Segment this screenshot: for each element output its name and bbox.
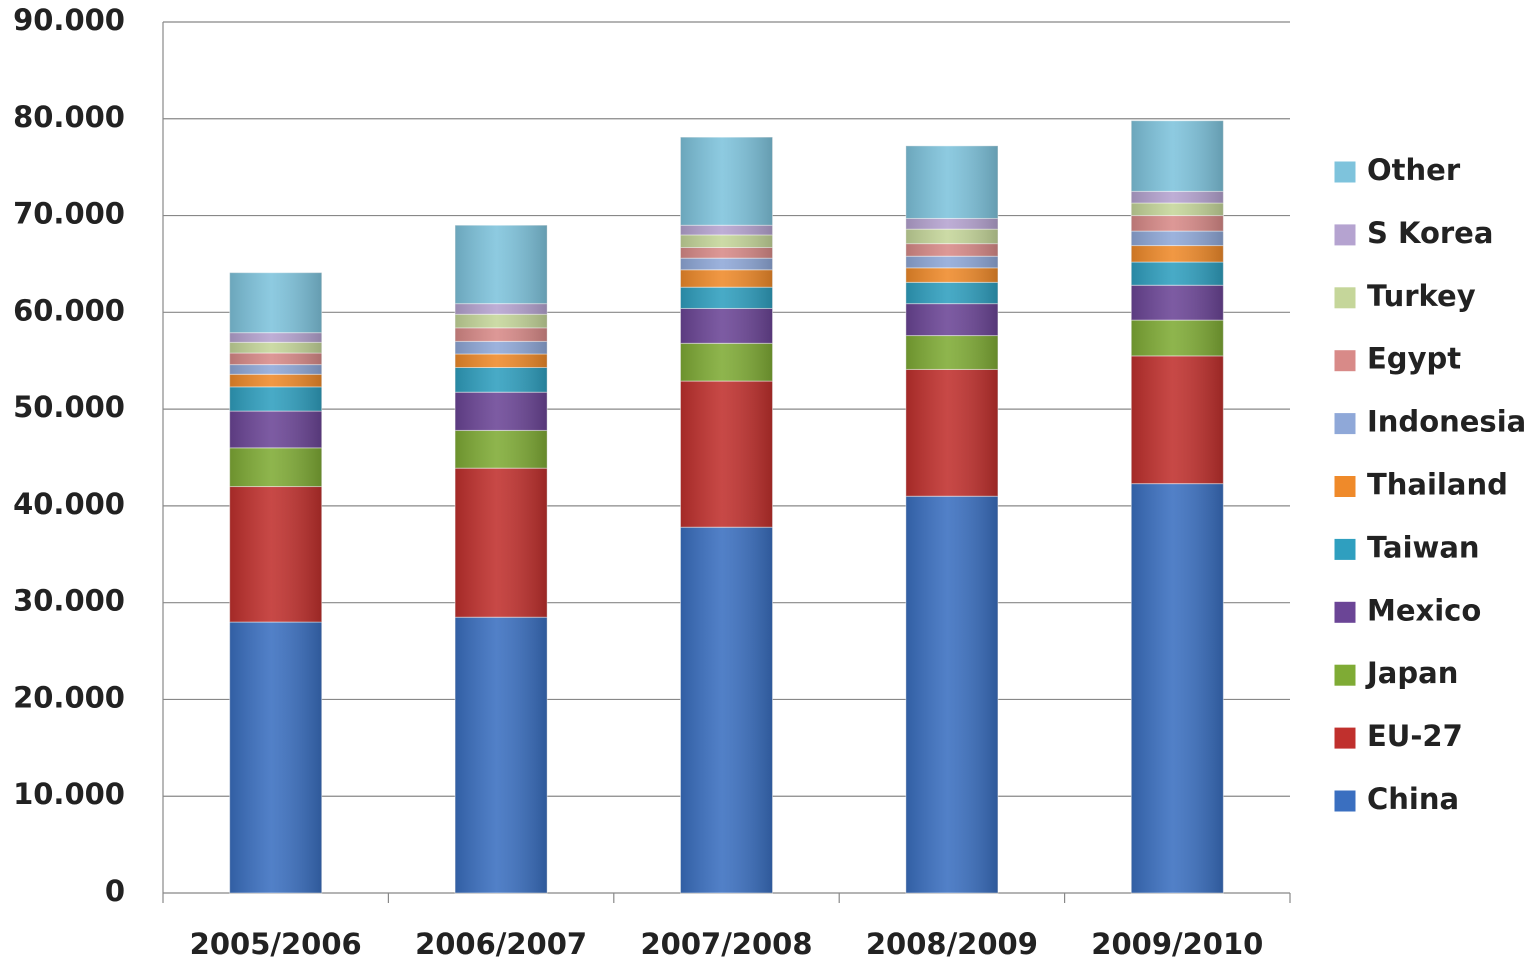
y-tick-label: 50.000 [13,390,125,424]
bar-segment [905,335,999,370]
y-tick-label: 30.000 [13,584,125,618]
legend-swatch [1333,663,1357,687]
bar-segment [229,352,323,366]
bar-segment [454,224,548,305]
legend-label: China [1367,782,1459,816]
legend-label: Taiwan [1367,530,1480,564]
bar-segment [680,307,773,344]
legend-swatch [1333,412,1357,436]
bar-segment [454,340,548,355]
legend-swatch [1333,537,1357,561]
legend-swatch [1333,726,1357,750]
bar-segment [1130,230,1224,247]
bar-segment [454,616,548,894]
legend-label: Mexico [1367,593,1481,627]
bar-segment [229,373,323,388]
legend-swatch [1333,160,1357,184]
bar-segment [229,410,323,449]
bar-segment [1130,483,1224,894]
legend-swatch [1333,600,1357,624]
bar-segment [905,267,999,283]
bar-segment [229,364,323,375]
bar-segment [680,234,773,248]
y-tick-label: 80.000 [13,100,125,134]
bar-segment [229,621,323,894]
bar-segment [454,391,548,431]
legend-label: Other [1367,153,1461,187]
legend-swatch [1333,789,1357,813]
bar-segment [905,281,999,305]
bar-segment [905,368,999,497]
bar-segment [905,228,999,245]
bar-segment [1130,120,1224,192]
bar-segment [1130,190,1224,204]
bar-segment [229,447,323,488]
bar-segment [680,246,773,259]
bar-segment [1130,319,1224,357]
legend-label: Egypt [1367,342,1461,376]
bar-segment [1130,245,1224,263]
legend-label: Turkey [1367,279,1476,313]
bar-segment [454,313,548,329]
y-tick-label: 0 [105,874,125,908]
bar-segment [1130,355,1224,485]
legend-label: Japan [1365,656,1458,690]
legend-swatch [1333,223,1357,247]
bar-segment [680,257,773,271]
bar-segment [454,327,548,342]
bar-segment [905,243,999,257]
bar-segment [905,255,999,269]
y-tick-label: 90.000 [13,3,125,37]
bar-segment [680,342,773,382]
legend-label: Thailand [1367,468,1508,502]
x-tick-label: 2006/2007 [415,927,587,961]
bar-segment [680,269,773,288]
bar-segment [680,136,773,226]
bar-segment [680,286,773,309]
bar-segment [454,366,548,393]
bar-segment [905,303,999,337]
x-tick-label: 2009/2010 [1091,927,1263,961]
bar-segment [454,467,548,618]
bar-segment [229,341,323,354]
legend-label: EU-27 [1367,719,1463,753]
bar-segment [1130,284,1224,321]
bar-segment [229,272,323,334]
legend-swatch [1333,475,1357,498]
bar-segment [229,486,323,623]
legend-label: Indonesia [1367,405,1526,439]
bar-segment [1130,202,1224,217]
bar-segment [905,495,999,894]
bar-segment [454,303,548,315]
x-tick-label: 2005/2006 [190,927,362,961]
bar-segment [229,386,323,412]
y-tick-label: 70.000 [13,197,125,231]
bar-segment [905,145,999,219]
bar-segment [680,224,773,236]
x-tick-label: 2008/2009 [866,927,1038,961]
bar-segment [680,380,773,528]
bar-segment [1130,261,1224,286]
y-tick-label: 40.000 [13,487,125,521]
bar-segment [454,429,548,469]
y-tick-label: 10.000 [13,777,125,811]
legend-swatch [1333,286,1357,310]
legend-label: S Korea [1367,216,1493,250]
bar-segment [229,332,323,343]
bar-segment [905,217,999,230]
x-tick-label: 2007/2008 [640,927,812,961]
bar-segment [454,353,548,368]
legend-swatch [1333,349,1357,373]
y-tick-label: 60.000 [13,293,125,327]
bar-segment [680,526,773,894]
bar-segment [1130,215,1224,232]
y-tick-label: 20.000 [13,680,125,714]
